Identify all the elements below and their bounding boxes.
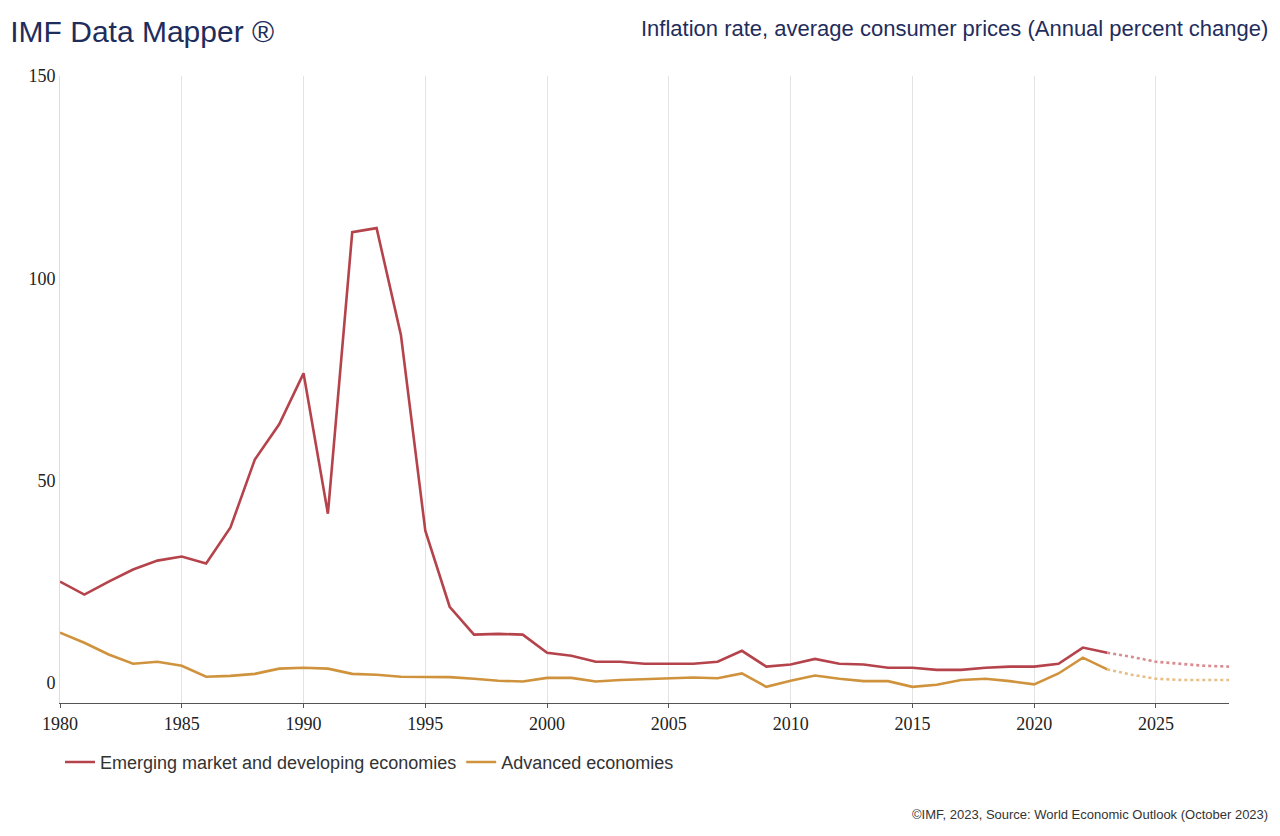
svg-text:100: 100 (28, 269, 55, 289)
svg-text:Emerging market and developing: Emerging market and developing economies (100, 753, 456, 773)
svg-text:1995: 1995 (407, 714, 443, 734)
svg-text:0: 0 (46, 673, 55, 693)
svg-text:1980: 1980 (42, 714, 78, 734)
svg-text:2020: 2020 (1016, 714, 1052, 734)
svg-text:2000: 2000 (529, 714, 565, 734)
svg-text:1985: 1985 (164, 714, 200, 734)
svg-text:1990: 1990 (286, 714, 322, 734)
svg-text:150: 150 (28, 66, 55, 86)
svg-text:50: 50 (37, 471, 55, 491)
svg-text:©IMF, 2023, Source: World Econ: ©IMF, 2023, Source: World Economic Outlo… (912, 807, 1268, 822)
svg-text:2015: 2015 (894, 714, 930, 734)
svg-text:Advanced economies: Advanced economies (501, 753, 673, 773)
svg-text:IMF Data Mapper ®: IMF Data Mapper ® (10, 15, 274, 48)
svg-text:2025: 2025 (1138, 714, 1174, 734)
svg-text:2005: 2005 (651, 714, 687, 734)
svg-text:2010: 2010 (773, 714, 809, 734)
svg-text:Inflation rate, average consum: Inflation rate, average consumer prices … (641, 16, 1268, 41)
